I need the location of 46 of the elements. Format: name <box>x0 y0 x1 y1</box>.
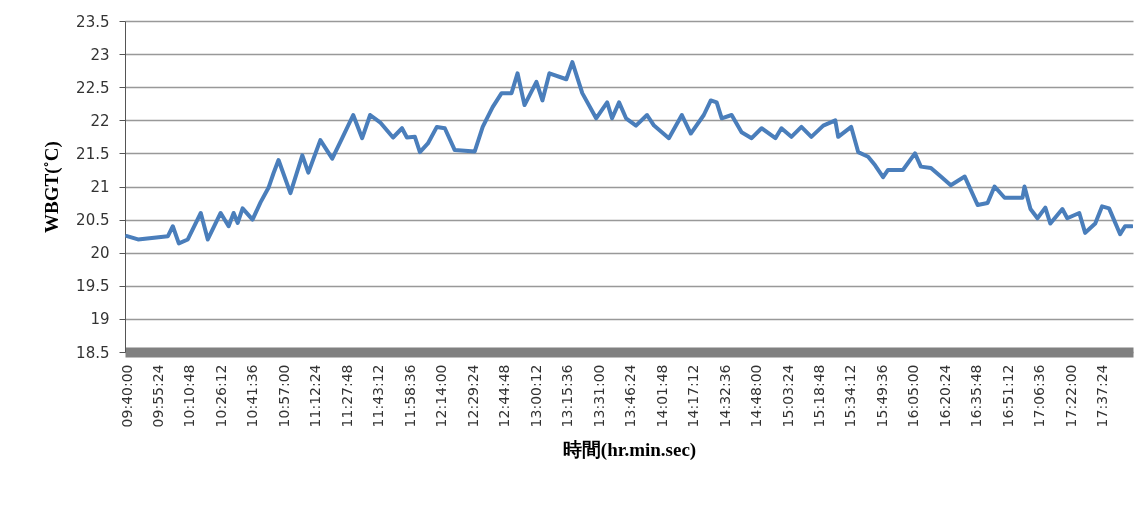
y-tick-label: 22.5 <box>76 78 110 97</box>
x-tick-label: 16:51:12 <box>999 364 1016 428</box>
x-tick-label: 09:55:24 <box>150 364 167 428</box>
y-tick-label: 20.5 <box>76 211 110 230</box>
x-tick-label: 11:27:48 <box>338 364 355 428</box>
x-tick-label: 10:10:48 <box>181 364 198 428</box>
x-tick-label: 14:01:48 <box>653 364 670 428</box>
y-tick-label: 19 <box>90 310 110 329</box>
x-tick-label: 13:31:00 <box>590 364 607 428</box>
x-tick-label: 12:44:48 <box>496 364 513 428</box>
x-tick-label: 12:14:00 <box>433 364 450 428</box>
x-tick-label: 13:15:36 <box>559 364 576 428</box>
x-tick-label: 17:22:00 <box>1062 364 1079 428</box>
x-tick-label: 12:29:24 <box>464 364 481 428</box>
y-axis-title: WBGT(˚C) <box>41 141 64 233</box>
x-tick-label: 13:46:24 <box>622 364 639 428</box>
x-axis-title: 時間(hr.min.sec) <box>562 439 697 462</box>
x-tick-label: 15:18:48 <box>810 364 827 428</box>
x-tick-label: 13:00:12 <box>527 364 544 428</box>
x-tick-label: 09:40:00 <box>118 364 135 428</box>
y-tick-label: 22 <box>90 111 110 130</box>
x-tick-label: 16:35:48 <box>968 364 985 428</box>
x-tick-label: 15:03:24 <box>779 364 796 428</box>
x-tick-label: 17:37:24 <box>1094 364 1111 428</box>
x-tick-label: 14:17:12 <box>685 364 702 428</box>
x-tick-label: 15:49:36 <box>873 364 890 428</box>
y-tick-label: 23 <box>90 45 110 64</box>
y-tick-label: 21.5 <box>76 144 110 163</box>
x-tick-label: 14:48:00 <box>748 364 765 428</box>
y-tick-label: 20 <box>90 244 110 263</box>
x-tick-label: 10:57:00 <box>275 364 292 428</box>
y-tick-label: 23.5 <box>76 12 110 31</box>
x-tick-label: 16:05:00 <box>905 364 922 428</box>
y-tick-label: 18.5 <box>76 343 110 362</box>
x-tick-label: 10:26:12 <box>212 364 229 428</box>
x-tick-label: 11:43:12 <box>370 364 387 428</box>
x-tick-label: 14:32:36 <box>716 364 733 428</box>
y-tick-label: 19.5 <box>76 277 110 296</box>
x-tick-label: 11:12:24 <box>307 364 324 428</box>
line-series <box>125 60 1133 246</box>
x-tick-label: 17:06:36 <box>1031 364 1048 428</box>
x-tick-label: 15:34:12 <box>842 364 859 428</box>
x-tick-label: 10:41:36 <box>244 364 261 428</box>
x-tick-label: 16:20:24 <box>936 364 953 428</box>
y-tick-label: 21 <box>90 178 110 196</box>
x-tick-label: 11:58:36 <box>401 364 418 428</box>
